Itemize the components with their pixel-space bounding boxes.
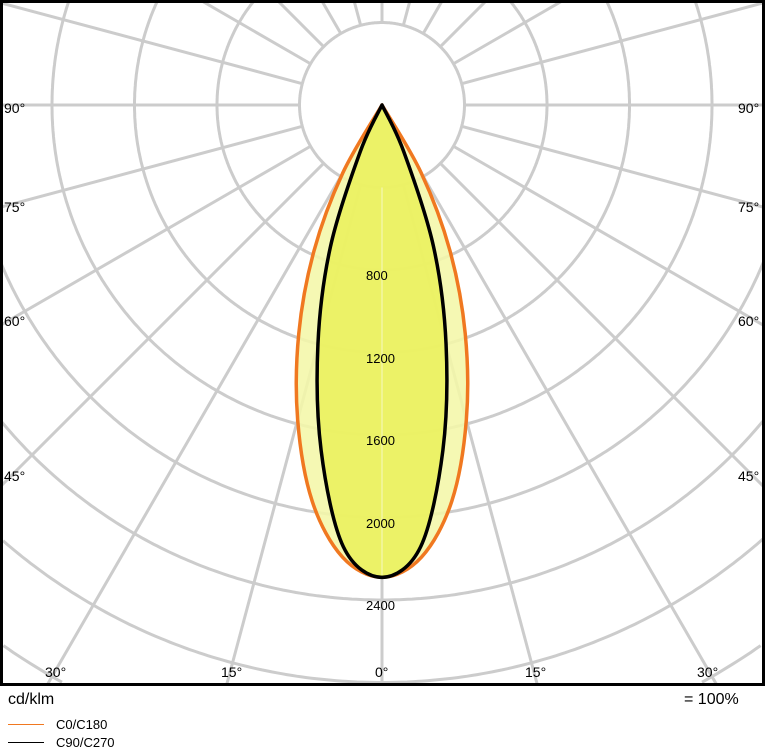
radial-tick-label: 1600 (366, 433, 395, 448)
angle-label-75-left: 75° (4, 199, 26, 215)
grid-spoke (320, 0, 343, 35)
grid-spoke (421, 175, 719, 686)
grid-spoke (439, 0, 489, 48)
grid-spoke (0, 1, 303, 86)
grid-spoke (0, 162, 325, 489)
angle-label-30-right: 30° (697, 664, 719, 680)
chart-frame (0, 0, 765, 686)
legend-item-c0: C0/C180 (8, 717, 107, 732)
angle-label-75-right: 75° (738, 199, 760, 215)
scale-note: = 100% (684, 691, 739, 708)
radial-tick-label: 2400 (366, 598, 395, 613)
angle-label-0: 0° (375, 664, 389, 680)
grid-spoke (421, 0, 444, 35)
grid-spoke (352, 0, 363, 26)
polar-chart (0, 0, 765, 686)
unit-label: cd/klm (8, 691, 55, 708)
grid-spoke (452, 144, 765, 328)
legend-label: C90/C270 (56, 735, 115, 750)
grid-spoke (461, 124, 765, 210)
legend-swatch-orange (8, 724, 44, 725)
angle-label-30-left: 30° (45, 664, 67, 680)
angle-label-45-right: 45° (738, 468, 760, 484)
grid-spoke (199, 0, 312, 66)
angle-label-90-right: 90° (738, 100, 760, 116)
grid-spoke (439, 162, 765, 490)
grid-spoke (0, 144, 312, 327)
grid-spoke (275, 0, 325, 48)
legend-item-c90: C90/C270 (8, 735, 115, 750)
grid-spoke (0, 124, 303, 209)
radial-tick-label: 1200 (366, 350, 395, 366)
angle-label-60-right: 60° (738, 313, 760, 329)
legend-swatch-black (8, 742, 44, 743)
angle-label-45-left: 45° (4, 468, 26, 484)
angle-label-15-left: 15° (221, 664, 243, 680)
angle-label-60-left: 60° (4, 313, 26, 329)
legend-label: C0/C180 (56, 717, 108, 732)
grid-ring (2, 536, 765, 684)
radial-tick-label: 800 (366, 268, 388, 283)
radial-tick-label: 2000 (366, 515, 395, 531)
angle-label-90-left: 90° (4, 100, 26, 116)
grid-spoke (452, 0, 565, 66)
angle-label-15-right: 15° (525, 664, 547, 680)
grid-spoke (401, 0, 412, 26)
grid-spoke (45, 175, 343, 686)
intensity-curves (294, 103, 470, 580)
grid-spoke (461, 0, 765, 86)
